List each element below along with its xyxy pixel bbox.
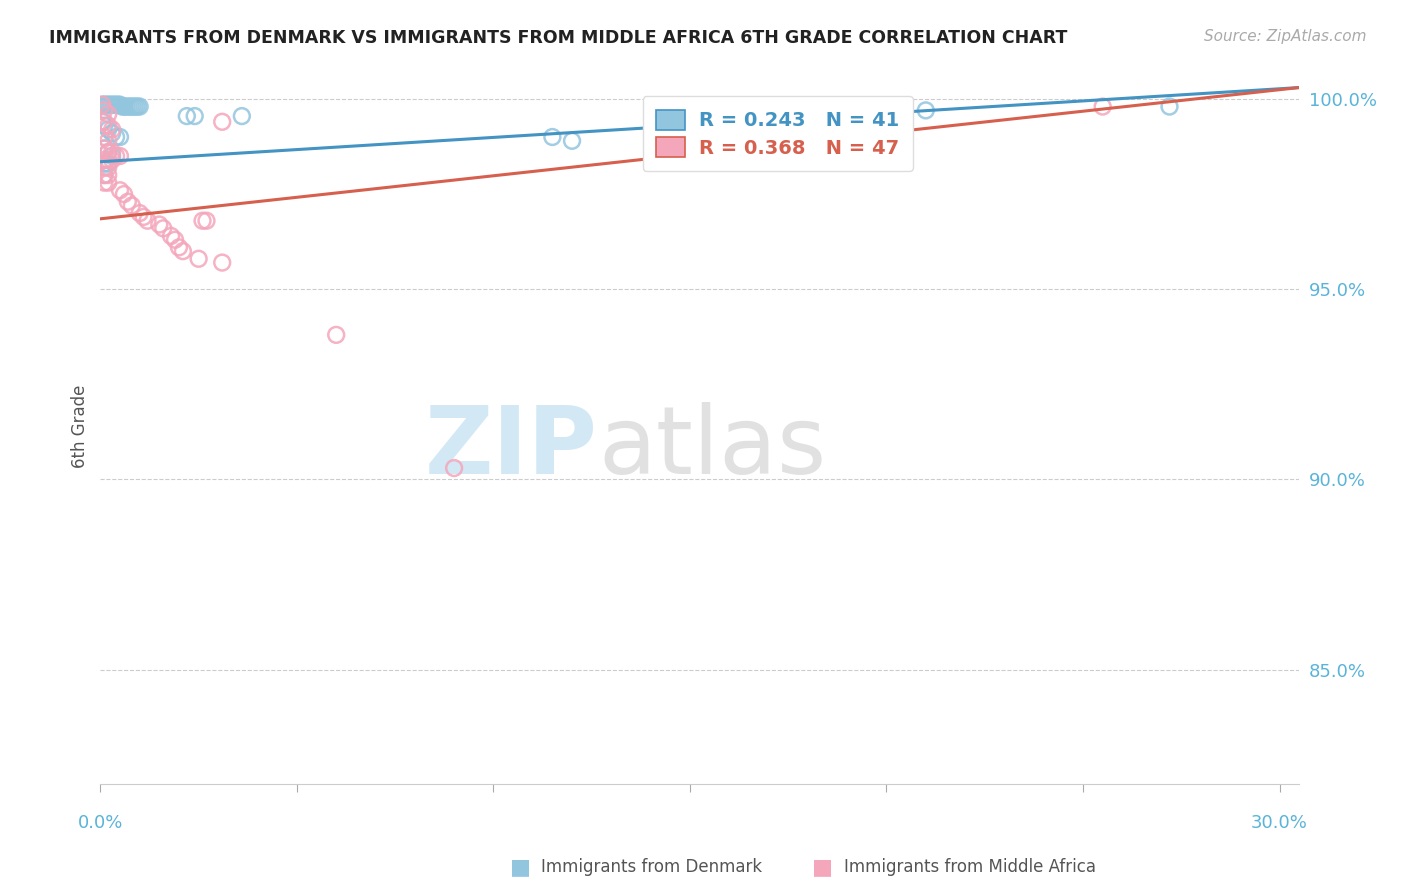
Point	[93, 115, 115, 129]
Point	[128, 99, 150, 113]
Point	[93, 141, 115, 155]
Point	[1091, 99, 1114, 113]
Point	[122, 99, 145, 113]
Point	[105, 130, 128, 145]
Point	[778, 134, 800, 148]
Point	[121, 99, 143, 113]
Point	[93, 103, 115, 118]
Text: ■: ■	[510, 857, 530, 877]
Point	[183, 109, 205, 123]
Point	[148, 218, 170, 232]
Point	[97, 107, 120, 121]
Point	[136, 213, 159, 227]
Point	[101, 153, 124, 167]
Point	[91, 115, 114, 129]
Point	[97, 161, 120, 175]
Point	[172, 244, 194, 259]
Point	[152, 221, 174, 235]
Point	[97, 145, 120, 160]
Point	[93, 168, 115, 182]
Point	[93, 168, 115, 182]
Point	[789, 130, 811, 145]
Point	[105, 149, 128, 163]
Point	[914, 103, 936, 118]
Point	[121, 198, 143, 212]
Point	[163, 233, 186, 247]
Text: IMMIGRANTS FROM DENMARK VS IMMIGRANTS FROM MIDDLE AFRICA 6TH GRADE CORRELATION C: IMMIGRANTS FROM DENMARK VS IMMIGRANTS FR…	[49, 29, 1067, 46]
Point	[93, 153, 115, 167]
Point	[127, 99, 149, 113]
Point	[105, 97, 128, 112]
Point	[561, 134, 583, 148]
Text: 30.0%: 30.0%	[1251, 814, 1308, 832]
Point	[101, 149, 124, 163]
Point	[167, 240, 190, 254]
Point	[211, 255, 233, 269]
Point	[101, 122, 124, 136]
Point	[97, 168, 120, 182]
Point	[101, 126, 124, 140]
Point	[108, 97, 131, 112]
Point	[93, 156, 115, 170]
Point	[211, 115, 233, 129]
Point	[176, 109, 198, 123]
Point	[97, 156, 120, 170]
Point	[93, 97, 115, 112]
Text: Immigrants from Denmark: Immigrants from Denmark	[541, 858, 762, 876]
Point	[93, 141, 115, 155]
Point	[541, 130, 564, 145]
Point	[97, 97, 120, 112]
Point	[191, 213, 214, 227]
Point	[117, 194, 139, 209]
Point	[103, 97, 125, 112]
Point	[101, 145, 124, 160]
Point	[96, 97, 118, 112]
Text: 0.0%: 0.0%	[77, 814, 124, 832]
Point	[112, 99, 135, 113]
Point	[112, 187, 135, 202]
Point	[111, 99, 134, 113]
Point	[97, 176, 120, 190]
Point	[108, 183, 131, 197]
Point	[325, 327, 347, 342]
Point	[93, 130, 115, 145]
Text: Immigrants from Middle Africa: Immigrants from Middle Africa	[844, 858, 1095, 876]
Point	[195, 213, 218, 227]
Text: ZIP: ZIP	[425, 401, 598, 493]
Point	[231, 109, 253, 123]
Point	[93, 176, 115, 190]
Point	[443, 461, 465, 475]
Text: Source: ZipAtlas.com: Source: ZipAtlas.com	[1204, 29, 1367, 44]
Point	[117, 99, 139, 113]
Point	[97, 134, 120, 148]
Point	[97, 145, 120, 160]
Point	[91, 97, 114, 112]
Point	[160, 229, 183, 244]
Point	[132, 210, 155, 224]
Point	[118, 99, 141, 113]
Point	[128, 206, 150, 220]
Point	[97, 122, 120, 136]
Point	[125, 99, 148, 113]
Legend: R = 0.243   N = 41, R = 0.368   N = 47: R = 0.243 N = 41, R = 0.368 N = 47	[643, 96, 912, 171]
Point	[93, 161, 115, 175]
Point	[91, 97, 114, 112]
Y-axis label: 6th Grade: 6th Grade	[72, 384, 89, 468]
Point	[107, 97, 129, 112]
Text: ■: ■	[813, 857, 832, 877]
Point	[115, 99, 138, 113]
Point	[1159, 99, 1181, 113]
Point	[108, 130, 131, 145]
Point	[97, 153, 120, 167]
Point	[97, 119, 120, 133]
Point	[98, 97, 121, 112]
Point	[101, 97, 124, 112]
Point	[187, 252, 209, 266]
Point	[108, 149, 131, 163]
Point	[93, 119, 115, 133]
Text: atlas: atlas	[598, 401, 827, 493]
